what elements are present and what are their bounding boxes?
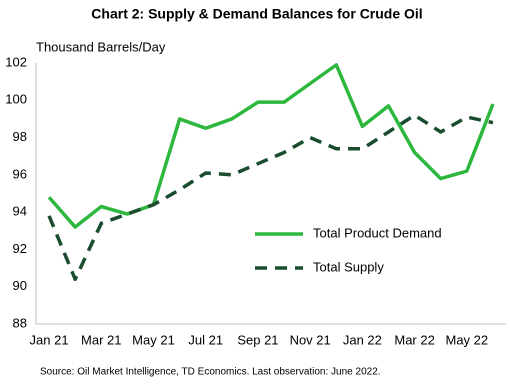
y-axis-label: Thousand Barrels/Day [36, 39, 166, 54]
y-tick-label: 98 [13, 129, 27, 144]
source-note: Source: Oil Market Intelligence, TD Econ… [40, 367, 381, 378]
chart-title: Chart 2: Supply & Demand Balances for Cr… [91, 6, 422, 22]
y-tick-label: 92 [13, 241, 27, 256]
x-tick-label: Mar 21 [81, 332, 121, 347]
y-tick-label: 90 [13, 278, 27, 293]
x-tick-label: May 21 [132, 332, 175, 347]
y-tick-label: 100 [5, 92, 27, 107]
series-line [47, 63, 495, 229]
x-tick-label: Jan 22 [343, 332, 382, 347]
y-tick-label: 96 [13, 166, 27, 181]
x-tick-label: May 22 [446, 332, 489, 347]
x-tick-label: Jan 21 [30, 332, 69, 347]
x-tick-label: Sep 21 [237, 332, 278, 347]
x-tick-label: Nov 21 [290, 332, 331, 347]
legend-label: Total Supply [313, 259, 384, 274]
x-tick-label: Mar 22 [394, 332, 434, 347]
y-tick-label: 102 [5, 54, 27, 69]
x-tick-label: Jul 21 [188, 332, 223, 347]
series-line [47, 113, 494, 282]
legend-label: Total Product Demand [313, 225, 442, 240]
y-tick-label: 88 [13, 315, 27, 330]
y-tick-label: 94 [13, 204, 27, 219]
